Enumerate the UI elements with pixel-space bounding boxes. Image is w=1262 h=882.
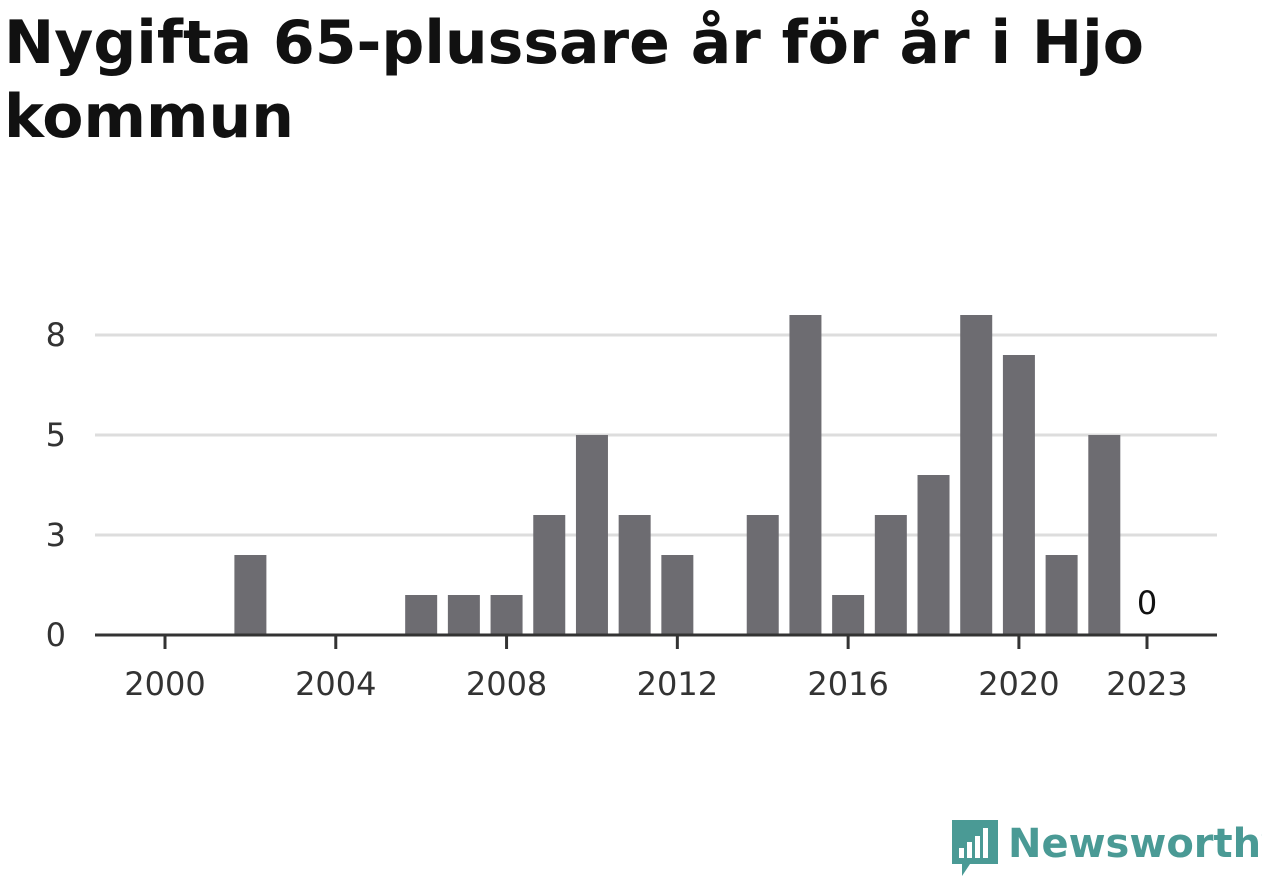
bar-2017 xyxy=(874,515,907,635)
bar-2021 xyxy=(1045,555,1078,635)
y-tick-label: 3 xyxy=(46,516,66,554)
x-tick-label: 2023 xyxy=(1106,665,1187,703)
x-tick-label: 2008 xyxy=(466,665,547,703)
x-tick-label: 2016 xyxy=(807,665,888,703)
bar-2009 xyxy=(533,515,566,635)
y-tick-label: 0 xyxy=(46,616,66,654)
x-tick-label: 2020 xyxy=(978,665,1059,703)
bar-2012 xyxy=(661,555,694,635)
bar-2020 xyxy=(1002,355,1035,635)
data-label-2023: 0 xyxy=(1137,584,1157,622)
x-tick-label: 2004 xyxy=(295,665,376,703)
chart-title: Nygifta 65-plussare år för år i Hjo komm… xyxy=(4,8,1144,152)
bar-chart-speech-bubble-icon xyxy=(952,820,998,876)
bar-2018 xyxy=(917,475,950,635)
bar-2002 xyxy=(234,555,267,635)
bar-2019 xyxy=(960,315,993,635)
x-tick-label: 2012 xyxy=(637,665,718,703)
bar-2008 xyxy=(490,595,523,635)
y-tick-label: 5 xyxy=(46,416,66,454)
y-tick-label: 8 xyxy=(46,316,66,354)
data-labels: 0 xyxy=(1137,584,1157,622)
bar-2022 xyxy=(1088,435,1121,635)
bar-2016 xyxy=(832,595,865,635)
bar-2006 xyxy=(405,595,438,635)
bar-2015 xyxy=(789,315,822,635)
bars xyxy=(234,315,1121,635)
y-axis: 0 3 5 8 xyxy=(46,316,66,654)
bar-2010 xyxy=(575,435,608,635)
x-axis: 2000 2004 2008 2012 2016 2020 2023 xyxy=(95,633,1217,703)
grid-lines xyxy=(95,333,1217,537)
brand-name: Newsworthy xyxy=(1008,821,1262,867)
bar-2014 xyxy=(746,515,779,635)
newsworthy-logo: Newsworthy xyxy=(950,818,1262,882)
bar-2011 xyxy=(618,515,651,635)
bar-2007 xyxy=(447,595,480,635)
x-tick-label: 2000 xyxy=(124,665,205,703)
